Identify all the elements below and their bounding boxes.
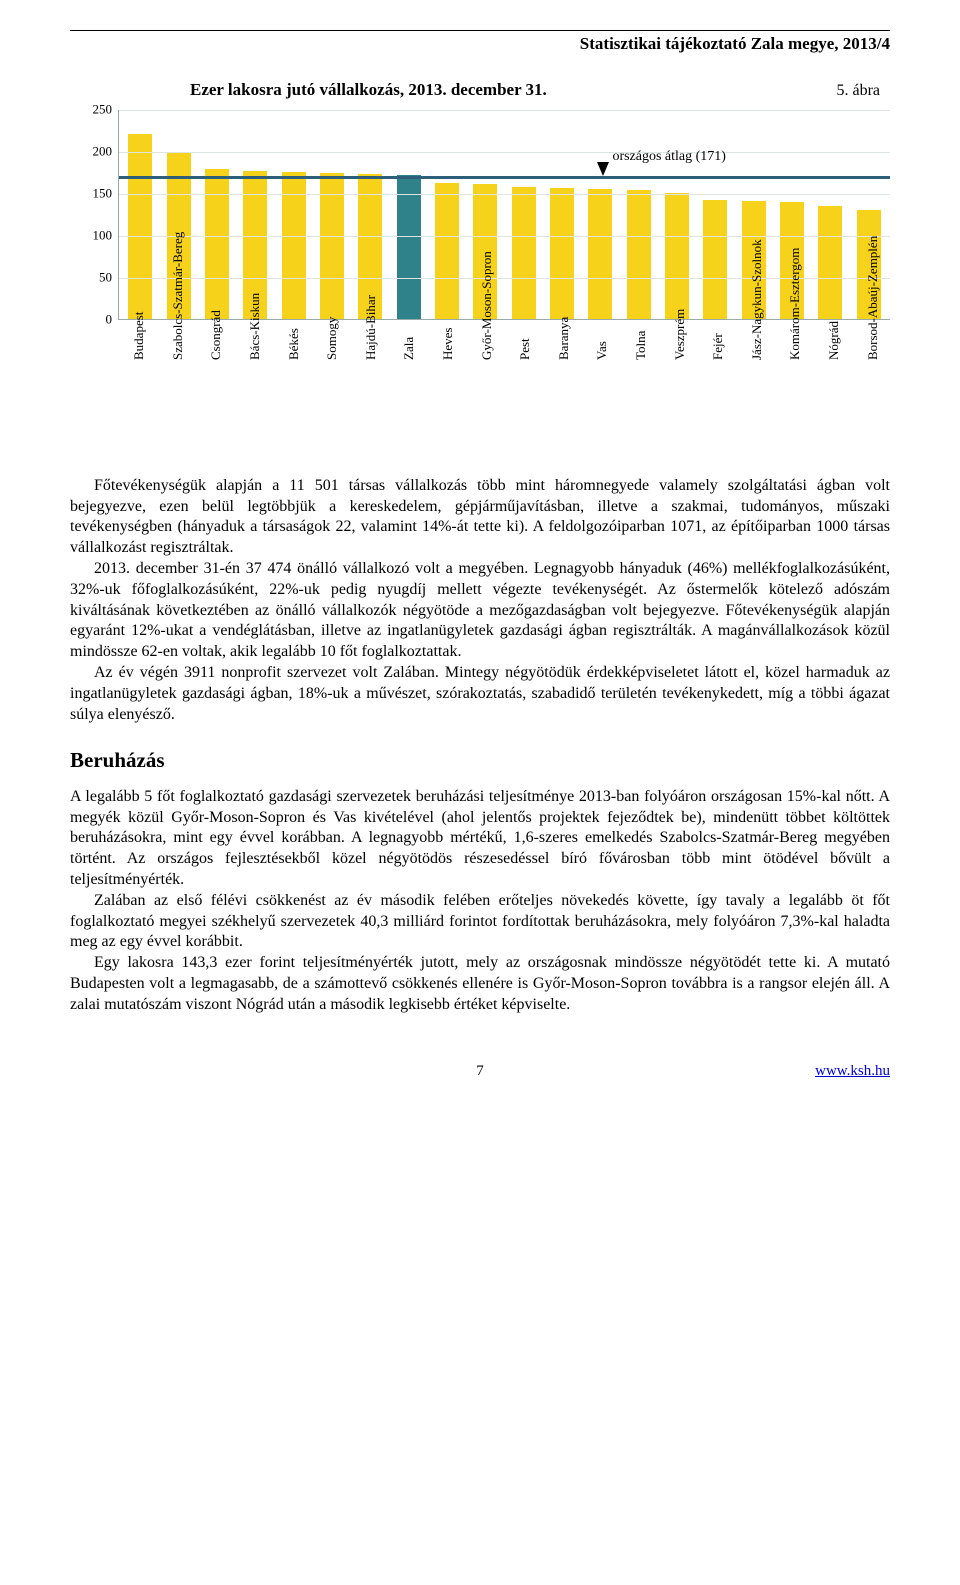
gridline (119, 194, 890, 195)
gridline (119, 278, 890, 279)
body-text-2: A legalább 5 főt foglalkoztató gazdasági… (70, 787, 890, 1016)
paragraph: Főtevékenységük alapján a 11 501 társas … (70, 476, 890, 559)
x-axis-labels: BudapestSzabolcs-Szatmár-BeregCsongrádBá… (118, 322, 890, 450)
bar (588, 189, 612, 319)
gridline (119, 152, 890, 153)
body-text-1: Főtevékenységük alapján a 11 501 társas … (70, 476, 890, 726)
figure-title: Ezer lakosra jutó vállalkozás, 2013. dec… (80, 79, 547, 101)
y-tick-label: 200 (93, 143, 113, 160)
header-rule (70, 30, 890, 31)
bar (435, 183, 459, 319)
arrow-icon (597, 162, 609, 176)
avg-line (119, 176, 890, 179)
paragraph: 2013. december 31-én 37 474 önálló válla… (70, 559, 890, 663)
figure-number: 5. ábra (836, 81, 880, 102)
bars-container (119, 110, 890, 319)
bar (703, 200, 727, 318)
y-tick-label: 0 (106, 311, 113, 328)
bar (128, 134, 152, 319)
bar (205, 169, 229, 319)
avg-label: országos átlag (171) (612, 148, 726, 166)
paragraph: Az év végén 3911 nonprofit szervezet vol… (70, 663, 890, 725)
y-tick-label: 100 (93, 227, 113, 244)
page-number: 7 (343, 1062, 616, 1082)
footer-link[interactable]: www.ksh.hu (815, 1063, 890, 1079)
bar (550, 188, 574, 319)
bar-chart: 050100150200250 országos átlag (171) Bud… (70, 110, 890, 450)
gridline (119, 236, 890, 237)
bar (512, 187, 536, 319)
bar (665, 193, 689, 319)
plot-area: országos átlag (171) (118, 110, 890, 320)
paragraph: Egy lakosra 143,3 ezer forint teljesítmé… (70, 953, 890, 1015)
paragraph: A legalább 5 főt foglalkoztató gazdasági… (70, 787, 890, 891)
gridline (119, 110, 890, 111)
y-tick-label: 50 (99, 269, 112, 286)
bar (627, 190, 651, 319)
running-header: Statisztikai tájékoztató Zala megye, 201… (70, 33, 890, 55)
figure-caption-row: Ezer lakosra jutó vállalkozás, 2013. dec… (70, 79, 890, 102)
bar (818, 206, 842, 319)
bar (397, 175, 421, 319)
page-footer: 7 www.ksh.hu (70, 1062, 890, 1082)
y-axis: 050100150200250 (70, 110, 118, 320)
paragraph: Zalában az első félévi csökkenést az év … (70, 891, 890, 953)
y-tick-label: 150 (93, 185, 113, 202)
section-heading-beruhazas: Beruházás (70, 747, 890, 774)
x-tick-label: Borsod-Abaúj-Zemplén (865, 336, 960, 360)
y-tick-label: 250 (93, 101, 113, 118)
